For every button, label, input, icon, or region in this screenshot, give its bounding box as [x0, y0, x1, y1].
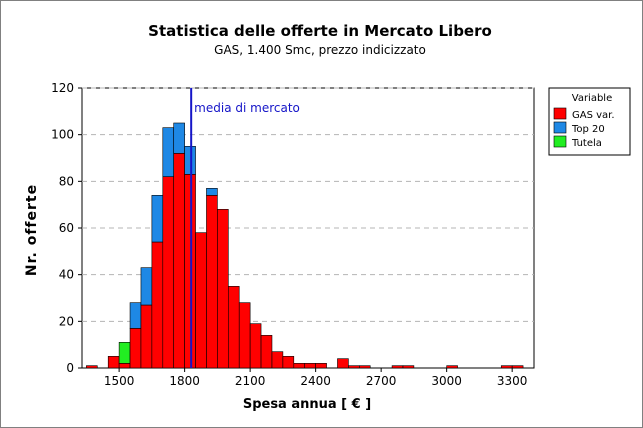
bar — [348, 365, 360, 369]
x-tick-label: 2100 — [235, 374, 266, 388]
bars — [86, 122, 524, 369]
legend-swatch — [553, 107, 567, 120]
legend: Variable GAS var. Top 20 Tutela — [548, 87, 631, 156]
bar — [86, 365, 98, 369]
x-tick-label: 3000 — [431, 374, 462, 388]
bar — [173, 153, 185, 369]
bar — [184, 146, 196, 175]
bar — [184, 174, 196, 369]
bar — [500, 365, 513, 369]
bar — [391, 365, 404, 369]
chart-subtitle: GAS, 1.400 Smc, prezzo indicizzato — [214, 43, 426, 57]
x-tick-label: 3300 — [497, 374, 528, 388]
bar — [446, 365, 458, 369]
bar — [118, 342, 131, 364]
bar — [260, 335, 273, 369]
bar — [293, 363, 306, 369]
y-axis-label: Nr. offerte — [24, 184, 40, 276]
y-tick-label: 80 — [59, 174, 74, 188]
legend-label: GAS var. — [572, 110, 615, 121]
y-tick-label: 20 — [59, 314, 74, 328]
bar — [173, 122, 185, 154]
bar — [337, 358, 349, 369]
y-tick-label: 120 — [51, 81, 74, 95]
bar — [206, 195, 218, 369]
bar — [206, 188, 218, 196]
legend-swatch — [553, 135, 567, 148]
bar — [129, 328, 142, 369]
bar — [151, 195, 164, 243]
bar — [227, 286, 240, 369]
bar — [140, 304, 153, 369]
bar — [402, 365, 415, 369]
x-tick-label: 1500 — [104, 374, 135, 388]
legend-label: Tutela — [571, 138, 602, 149]
bar — [140, 267, 153, 306]
bar — [271, 351, 284, 369]
bar — [217, 209, 229, 369]
x-tick-label: 2400 — [300, 374, 331, 388]
legend-title: Variable — [572, 93, 613, 104]
bar — [511, 365, 524, 369]
x-tick-label: 2700 — [366, 374, 397, 388]
y-tick-label: 100 — [51, 128, 74, 142]
bar — [162, 127, 175, 177]
bar — [151, 241, 164, 369]
bar — [129, 302, 142, 329]
bar — [162, 176, 175, 369]
bar — [238, 302, 251, 369]
bar — [359, 365, 371, 369]
y-tick-label: 40 — [59, 268, 74, 282]
x-tick-label: 1800 — [169, 374, 200, 388]
bar — [282, 356, 295, 369]
chart-title: Statistica delle offerte in Mercato Libe… — [148, 22, 492, 40]
y-tick-label: 0 — [66, 361, 74, 375]
legend-label: Top 20 — [571, 124, 605, 135]
y-tick-label: 60 — [59, 221, 74, 235]
bar — [249, 323, 262, 369]
bar — [107, 356, 120, 369]
legend-swatch — [553, 121, 567, 134]
x-axis-label: Spesa annua [ € ] — [243, 397, 371, 412]
bar — [304, 363, 316, 369]
reference-line-group: media di mercato — [190, 88, 300, 368]
bar — [315, 363, 327, 369]
axes: 0 20 40 60 80 100 120 1500 1800 2100 2400 2700 3000 3… — [51, 81, 527, 388]
bar — [118, 363, 131, 369]
legend-items: GAS var. Top 20 Tutela — [553, 107, 615, 149]
bar — [195, 232, 207, 369]
mean-reference-label: media di mercato — [194, 101, 300, 115]
